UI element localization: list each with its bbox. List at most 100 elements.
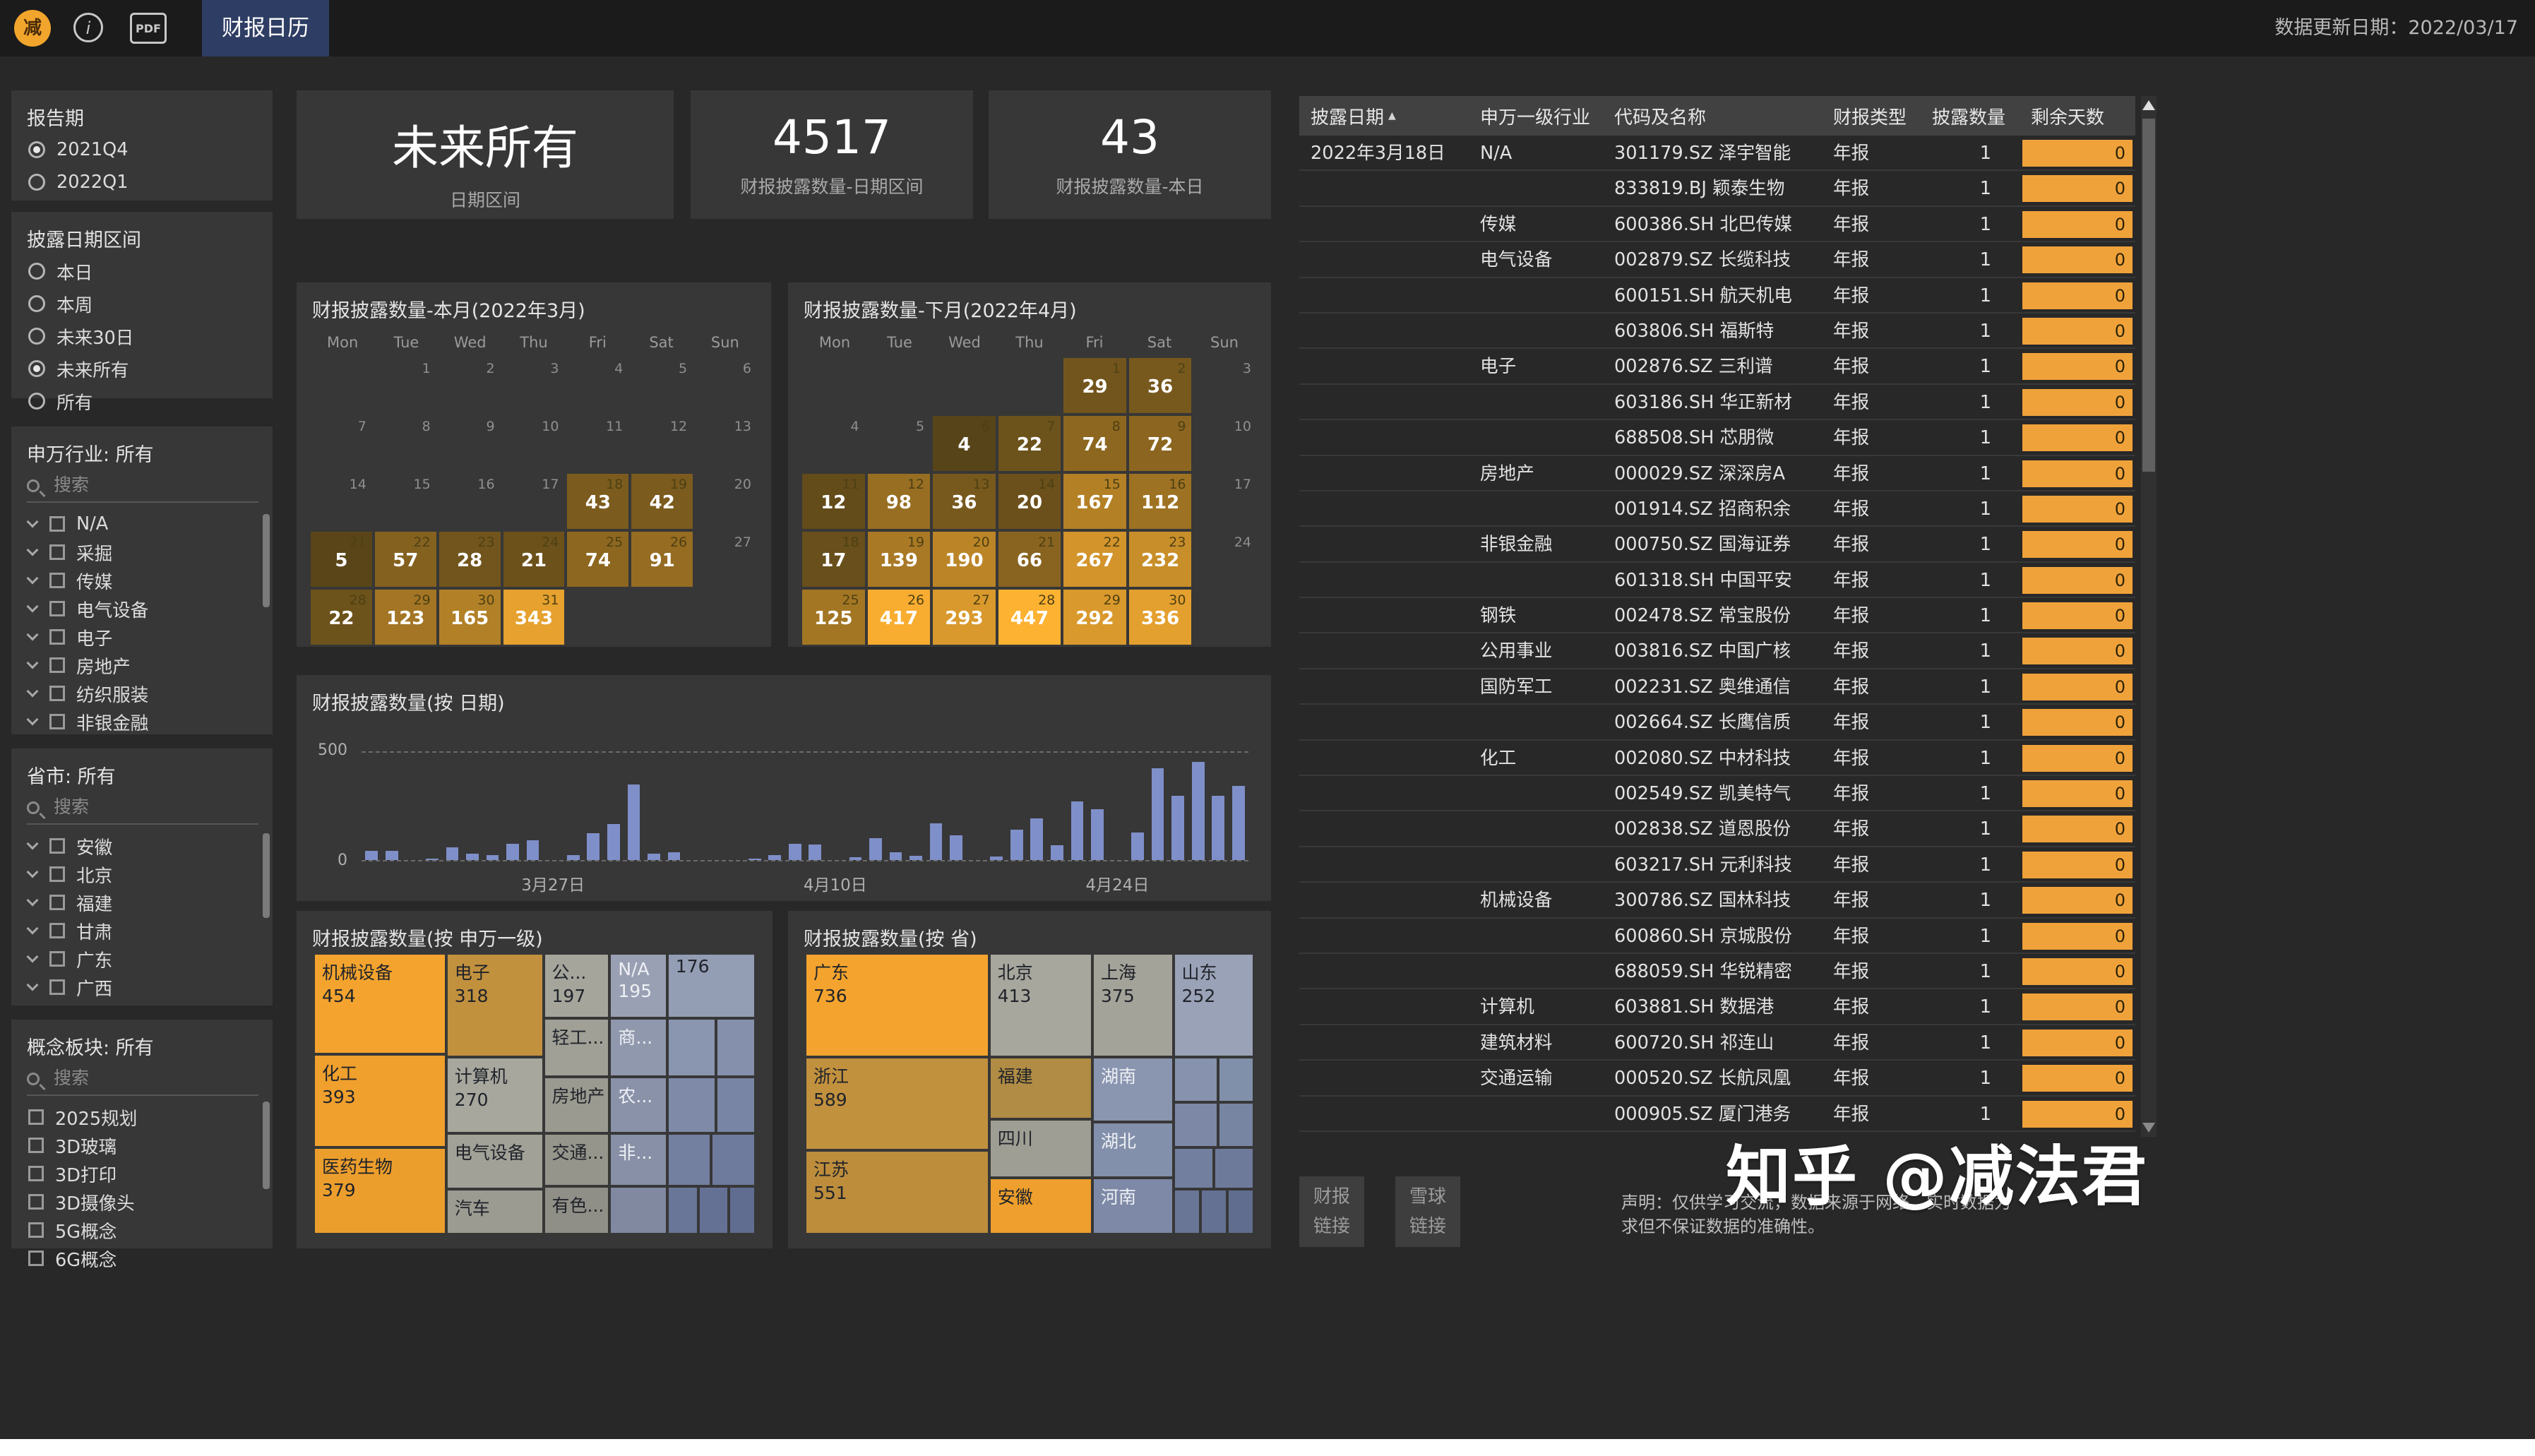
checkbox-icon[interactable] (28, 1166, 44, 1181)
bar-slot[interactable] (1087, 753, 1108, 860)
radio-option[interactable]: 2021Q4 (28, 135, 273, 165)
table-row[interactable]: 机械设备 300786.SZ 国林科技 年报 1 0 (1299, 883, 2135, 919)
bar-slot[interactable] (422, 753, 443, 860)
treemap-cell[interactable]: 交通... (543, 1133, 610, 1187)
treemap-cell[interactable] (698, 1186, 729, 1234)
filter-item[interactable]: 甘肃 (11, 917, 273, 945)
checkbox-icon[interactable] (49, 657, 65, 673)
scrollbar-thumb[interactable] (263, 833, 270, 918)
table-row[interactable]: 非银金融 000750.SZ 国海证券 年报 1 0 (1299, 527, 2135, 563)
calendar-day-cell[interactable]: 15 167 (1063, 474, 1126, 529)
table-row[interactable]: 600860.SH 京城股份 年报 1 0 (1299, 919, 2135, 954)
treemap-cell[interactable] (667, 1018, 716, 1078)
treemap-cell[interactable]: 上海 375 (1092, 953, 1174, 1058)
calendar-day-cell[interactable]: 31 343 (503, 590, 565, 645)
table-row[interactable]: 传媒 600386.SH 北巴传媒 年报 1 0 (1299, 207, 2135, 243)
bar-slot[interactable] (986, 753, 1007, 860)
treemap-cell[interactable]: 广东 736 (805, 953, 989, 1058)
calendar-day-cell[interactable]: 19 42 (631, 474, 693, 529)
column-header-2[interactable]: 代码及名称 (1603, 96, 1822, 136)
bar-slot[interactable] (805, 753, 825, 860)
calendar-day-cell[interactable]: 20 190 (933, 532, 996, 587)
filter-item[interactable]: 广西 (11, 973, 273, 1001)
treemap-cell[interactable]: 医药生物 379 (314, 1147, 446, 1234)
bar-slot[interactable] (463, 753, 483, 860)
treemap-cell[interactable] (667, 1133, 712, 1187)
pdf-export-icon[interactable]: PDF (130, 13, 167, 44)
treemap-cell[interactable]: N/A 195 (609, 953, 667, 1018)
treemap-cell[interactable] (667, 1077, 716, 1133)
calendar-day-cell[interactable]: 26 417 (867, 590, 931, 645)
calendar-day-cell[interactable]: 30 336 (1128, 590, 1192, 645)
bar-slot[interactable] (563, 753, 583, 860)
table-row[interactable]: 688508.SH 芯朋微 年报 1 0 (1299, 420, 2135, 456)
report-link-button[interactable]: 财报 链接 (1299, 1176, 1364, 1247)
table-row[interactable]: 603217.SH 元利科技 年报 1 0 (1299, 847, 2135, 883)
bar-slot[interactable] (765, 753, 785, 860)
checkbox-icon[interactable] (28, 1138, 44, 1153)
bar-slot[interactable] (1147, 753, 1168, 860)
bar-slot[interactable] (1067, 753, 1087, 860)
treemap-cell[interactable] (609, 1186, 667, 1234)
calendar-day-cell[interactable]: 23 232 (1128, 532, 1192, 587)
table-row[interactable]: 603806.SH 福斯特 年报 1 0 (1299, 314, 2135, 350)
calendar-day-cell[interactable]: 21 5 (311, 532, 372, 587)
concept-search-input[interactable] (54, 1068, 223, 1089)
checkbox-icon[interactable] (49, 866, 65, 882)
checkbox-icon[interactable] (49, 601, 65, 616)
checkbox-icon[interactable] (49, 714, 65, 729)
calendar-day-cell[interactable]: 29 123 (374, 590, 436, 645)
table-row[interactable]: 公用事业 003816.SZ 中国广核 年报 1 0 (1299, 633, 2135, 669)
table-row[interactable]: 2022年3月18日 N/A 301179.SZ 泽宇智能 年报 1 0 (1299, 136, 2135, 172)
calendar-day-cell[interactable]: 24 21 (503, 532, 565, 587)
calendar-day-cell[interactable]: 9 72 (1128, 416, 1192, 471)
table-row[interactable]: 002838.SZ 道恩股份 年报 1 0 (1299, 811, 2135, 847)
radio-option[interactable]: 2022Q1 (28, 167, 273, 197)
treemap-cell[interactable]: 汽车 (446, 1189, 544, 1234)
treemap-cell[interactable]: 安徽 (989, 1178, 1093, 1234)
industry-search[interactable] (27, 475, 258, 503)
checkbox-icon[interactable] (28, 1194, 44, 1210)
table-row[interactable]: 833819.BJ 颖泰生物 年报 1 0 (1299, 171, 2135, 207)
treemap-cell[interactable]: 商... (609, 1018, 667, 1078)
scrollbar-thumb[interactable] (263, 1102, 270, 1189)
scroll-up-icon[interactable] (2142, 100, 2155, 110)
treemap-cell[interactable] (1213, 1147, 1254, 1190)
bar-slot[interactable] (503, 753, 523, 860)
treemap-cell[interactable]: 福建 (989, 1057, 1093, 1119)
treemap-cell[interactable]: 河南 (1092, 1178, 1174, 1234)
treemap-cell[interactable]: 化工 393 (314, 1054, 446, 1147)
treemap-cell[interactable] (1227, 1189, 1254, 1234)
treemap-cell[interactable] (1218, 1102, 1254, 1147)
scroll-down-icon[interactable] (2142, 1123, 2155, 1133)
page-title[interactable]: 财报日历 (202, 0, 329, 56)
filter-item[interactable]: 福建 (11, 888, 273, 917)
table-row[interactable]: 钢铁 002478.SZ 常宝股份 年报 1 0 (1299, 598, 2135, 634)
treemap-cell[interactable] (1218, 1057, 1254, 1102)
treemap-cell[interactable] (1200, 1189, 1227, 1234)
app-logo-icon[interactable]: 减 (14, 10, 51, 47)
checkbox-icon[interactable] (49, 629, 65, 645)
bar-slot[interactable] (624, 753, 644, 860)
table-row[interactable]: 601318.SH 中国平安 年报 1 0 (1299, 563, 2135, 599)
industry-search-input[interactable] (54, 475, 223, 496)
xueqiu-link-button[interactable]: 雪球 链接 (1395, 1176, 1460, 1247)
calendar-day-cell[interactable]: 19 139 (867, 532, 931, 587)
calendar-day-cell[interactable]: 22 267 (1063, 532, 1126, 587)
bar-slot[interactable] (885, 753, 906, 860)
checkbox-icon[interactable] (49, 895, 65, 910)
filter-item[interactable]: 3D打印 (11, 1159, 273, 1188)
table-row[interactable]: 600151.SH 航天机电 年报 1 0 (1299, 278, 2135, 314)
info-icon[interactable]: i (73, 13, 103, 42)
checkbox-icon[interactable] (49, 951, 65, 967)
calendar-day-cell[interactable]: 16 112 (1128, 474, 1192, 529)
bar-slot[interactable] (482, 753, 503, 860)
bar-slot[interactable] (744, 753, 765, 860)
treemap-cell[interactable]: 湖北 (1092, 1121, 1174, 1178)
table-row[interactable]: 001914.SZ 招商积余 年报 1 0 (1299, 491, 2135, 527)
filter-item[interactable]: 纺织服装 (11, 679, 273, 708)
table-row[interactable]: 房地产 000029.SZ 深深房A 年报 1 0 (1299, 456, 2135, 491)
calendar-day-cell[interactable]: 12 98 (867, 474, 931, 529)
bar-slot[interactable] (1027, 753, 1047, 860)
calendar-day-cell[interactable]: 26 91 (631, 532, 693, 587)
